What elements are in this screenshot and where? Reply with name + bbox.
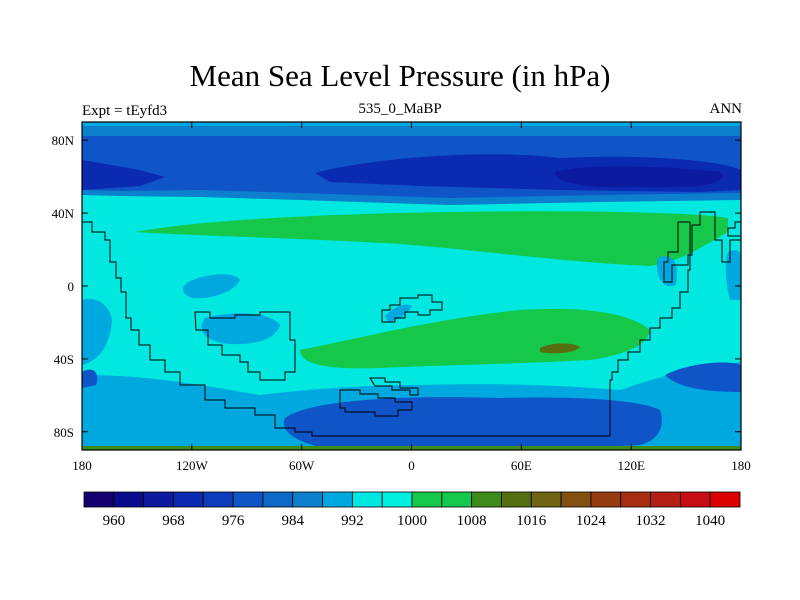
colorbar-swatch <box>471 491 502 508</box>
coastline-east-tip <box>727 221 741 237</box>
colorbar-label: 976 <box>222 513 245 529</box>
map-title: Mean Sea Level Pressure (in hPa) <box>189 58 611 93</box>
colorbar-label: 1024 <box>576 513 607 529</box>
y-tick-label: 80S <box>54 425 74 440</box>
colorbar-swatch <box>202 491 234 508</box>
y-axis: 80N 40N 0 40S 80S <box>52 133 741 440</box>
coastline-south-island-1 <box>369 377 419 396</box>
x-tick-label: 0 <box>408 458 415 473</box>
colorbar-label: 1032 <box>636 513 666 529</box>
tropical-low-east-edge <box>725 250 741 300</box>
tropical-low-west-edge <box>82 298 112 365</box>
southern-low-east-edge <box>665 362 741 392</box>
season-label: ANN <box>709 101 743 117</box>
tropical-low-africa <box>385 304 412 322</box>
colorbar-label: 1040 <box>695 513 725 529</box>
colorbar-swatch <box>351 491 383 508</box>
northern-deep-low-west <box>82 160 165 190</box>
x-tick-label: 180 <box>731 458 751 473</box>
colorbar-swatch <box>232 491 264 508</box>
period-label: 535_0_MaBP <box>358 101 442 117</box>
colorbar-swatch <box>650 491 681 508</box>
colorbar-label: 1016 <box>516 513 547 529</box>
x-tick-label: 60W <box>289 458 315 473</box>
colorbar: 960 968 976 984 992 1000 1008 1016 1024 1032 1040 <box>83 491 741 529</box>
colorbar-swatch <box>620 491 651 508</box>
colorbar-label: 984 <box>281 513 304 529</box>
coastline-south-island-2 <box>339 389 413 417</box>
y-tick-label: 40S <box>54 352 74 367</box>
southern-low-belt <box>283 397 662 447</box>
colorbar-swatch <box>709 491 741 508</box>
x-tick-label: 60E <box>511 458 532 473</box>
coastline-southern-basin <box>194 311 296 381</box>
southern-low-west-edge <box>82 369 98 388</box>
coastline-equatorial-island <box>381 294 443 323</box>
colorbar-swatch <box>83 491 115 508</box>
x-tick-label: 120E <box>617 458 645 473</box>
colorbar-label: 992 <box>341 513 364 529</box>
experiment-label: Expt = tEyfd3 <box>82 103 168 119</box>
colorbar-swatch <box>292 491 323 508</box>
northern-core-low-east <box>555 166 724 187</box>
colorbar-swatch <box>501 491 532 508</box>
southern-high-core <box>540 343 580 354</box>
colorbar-swatch <box>679 491 711 508</box>
colorbar-label: 1008 <box>457 513 487 529</box>
colorbar-swatch <box>322 491 353 508</box>
colorbar-label: 1000 <box>397 513 427 529</box>
colorbar-swatch <box>590 491 622 508</box>
colorbar-swatch <box>411 491 443 508</box>
colorbar-swatch <box>173 491 204 508</box>
tropical-low-atlantic <box>183 274 240 299</box>
colorbar-label: 960 <box>103 513 126 529</box>
northern-subtropical-high <box>135 211 728 266</box>
southern-subtropical-high <box>300 308 650 369</box>
x-axis: 180 120W 60W 0 60E 120E 180 <box>72 122 751 473</box>
colorbar-swatch <box>441 491 473 508</box>
x-tick-label: 180 <box>72 458 92 473</box>
colorbar-swatch <box>143 491 174 508</box>
x-tick-label: 120W <box>176 458 209 473</box>
colorbar-label: 968 <box>162 513 185 529</box>
pressure-field <box>82 122 741 450</box>
y-tick-label: 0 <box>68 279 75 294</box>
colorbar-swatch <box>530 491 562 508</box>
colorbar-swatch <box>262 491 294 508</box>
colorbar-swatch <box>381 491 413 508</box>
colorbar-swatch <box>560 491 592 508</box>
continent-outlines <box>82 211 741 437</box>
y-tick-label: 80N <box>52 133 75 148</box>
colorbar-swatch <box>113 491 145 508</box>
y-tick-label: 40N <box>52 206 75 221</box>
coastline-main <box>82 211 741 437</box>
subtropical-low-south-america <box>201 313 280 345</box>
